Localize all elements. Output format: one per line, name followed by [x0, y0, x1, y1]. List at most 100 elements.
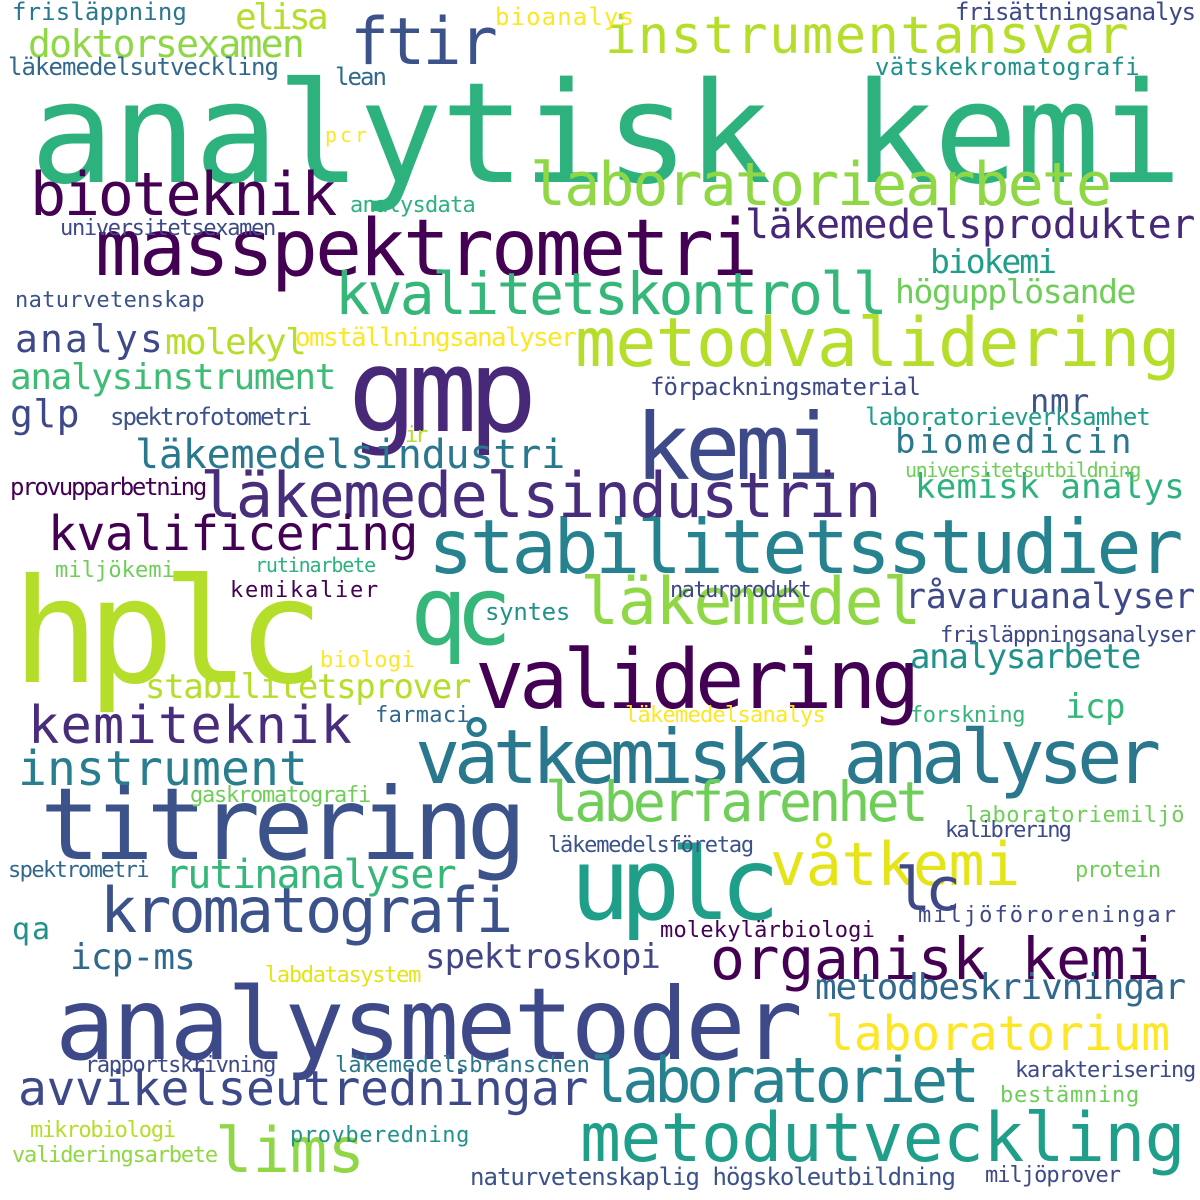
word: ir [405, 423, 428, 448]
word: rutinarbete [255, 553, 376, 577]
word: laboratorium [825, 1006, 1170, 1062]
word: protein [1075, 858, 1161, 883]
word: mikrobiologi [30, 1118, 176, 1143]
word: avvikelseutredningar [18, 1061, 588, 1117]
word: universitetsexamen [60, 216, 276, 241]
word: forskning [910, 703, 1025, 728]
word: analysarbete [910, 637, 1141, 677]
word: validering [475, 633, 920, 728]
word: gaskromatografi [190, 783, 371, 808]
word: biokemi [930, 242, 1057, 281]
word: läkemedelsföretag [548, 833, 754, 858]
word: frisläppning [12, 0, 187, 26]
word: icp-ms [70, 937, 196, 978]
word: valideringsarbete [12, 1143, 218, 1168]
word: frisättningsanalys [955, 0, 1196, 26]
word: kemiteknik [28, 696, 353, 756]
word: qa [12, 912, 52, 947]
word: miljöföroreningar [918, 903, 1178, 928]
word: elisa [235, 0, 329, 38]
word: läkemedel [580, 565, 921, 640]
word: analys [15, 317, 165, 361]
word: syntes [485, 598, 570, 626]
word: kemikalier [230, 578, 380, 603]
word: laboratoriet [590, 1044, 980, 1117]
word: laboratoriemiljö [965, 803, 1185, 828]
word: universitetsutbildning [905, 458, 1141, 482]
word: kemi [635, 394, 840, 501]
word: våtkemi [770, 830, 1020, 900]
word: instrument [18, 741, 308, 797]
word: kalibrering [945, 818, 1072, 843]
word: våtkemiska analyser [415, 713, 1161, 801]
word: ftir [350, 5, 498, 80]
word: laboratoriearbete [530, 150, 1112, 220]
word: icp [1065, 687, 1125, 727]
word: spektrometri [8, 858, 150, 883]
word: naturvetenskap [15, 288, 205, 313]
word: kemisk analys [915, 467, 1185, 507]
word: råvaruanalyser [905, 577, 1195, 617]
word: spektrofotometri [110, 403, 312, 431]
word: miljökemi [55, 558, 175, 583]
word: titrering [40, 766, 527, 883]
word: läkemedelsprodukter [745, 202, 1195, 248]
word: kvalificering [48, 506, 418, 562]
word: biomedicin [895, 422, 1135, 462]
word: farmaci [375, 703, 470, 728]
word: karakterisering [1015, 1058, 1196, 1083]
word: förpackningsmaterial [650, 373, 921, 401]
word: analysmetoder [55, 966, 803, 1083]
word: frisläppningsanalyser [940, 623, 1196, 648]
word: läkemedelsanalys [625, 703, 826, 728]
word: analytisk kemi [30, 53, 1182, 216]
word: uplc [570, 826, 780, 943]
word: stabilitetsstudier [428, 503, 1183, 591]
word: rapportskrivning [85, 1053, 276, 1078]
word: naturvetenskaplig högskoleutbildning [470, 1163, 956, 1191]
word: bestämning [1000, 1083, 1140, 1108]
word: nmr [1030, 382, 1090, 420]
word: molekylärbiologi [660, 918, 875, 943]
word: glp [10, 392, 80, 436]
word: pcr [325, 123, 370, 147]
word: omställningsanalyser [295, 323, 577, 353]
word: lean [335, 63, 387, 91]
word: spektroskopi [425, 937, 661, 977]
word: vätskekromatografi [875, 53, 1140, 81]
word: qc [410, 557, 512, 667]
word: läkemedelsindustri [135, 432, 565, 478]
word: molekyl [165, 322, 307, 363]
word: lims [215, 1114, 365, 1187]
word: miljöprover [985, 1163, 1121, 1188]
word: metodvalidering [575, 304, 1181, 383]
word: läkemedelsbranschen [335, 1053, 590, 1078]
word: högupplösande [895, 272, 1136, 311]
word: naturprodukt [670, 578, 812, 603]
word: kromatografi [100, 874, 513, 947]
word: metodutveckling [580, 1099, 1186, 1178]
word: instrumentansvar [605, 6, 1130, 66]
word: laberfarenhet [545, 770, 929, 834]
word: provberedning [290, 1123, 470, 1148]
word: organisk kemi [710, 925, 1160, 993]
word: kvalitetskontroll [335, 260, 888, 328]
word: laboratorieverksamhet [865, 403, 1151, 431]
word: läkemedelsutveckling [8, 53, 279, 81]
word: stabilitetsprover [145, 667, 471, 707]
word: biologi [320, 648, 415, 673]
word: bioanalys [495, 3, 635, 31]
word: doktorsexamen [28, 22, 305, 66]
word: lc [895, 855, 961, 925]
word: provupparbetning [10, 473, 207, 501]
word: masspektrometri [95, 204, 758, 294]
word: läkemedelsindustrin [200, 459, 882, 532]
word: rutinanalyser [165, 852, 457, 898]
word: analysinstrument [10, 357, 336, 398]
word: analysdata [350, 193, 476, 218]
word: labdatasystem [265, 963, 421, 988]
word: gmp [348, 325, 537, 459]
word: hplc [12, 548, 324, 717]
word: bioteknik [30, 160, 337, 230]
